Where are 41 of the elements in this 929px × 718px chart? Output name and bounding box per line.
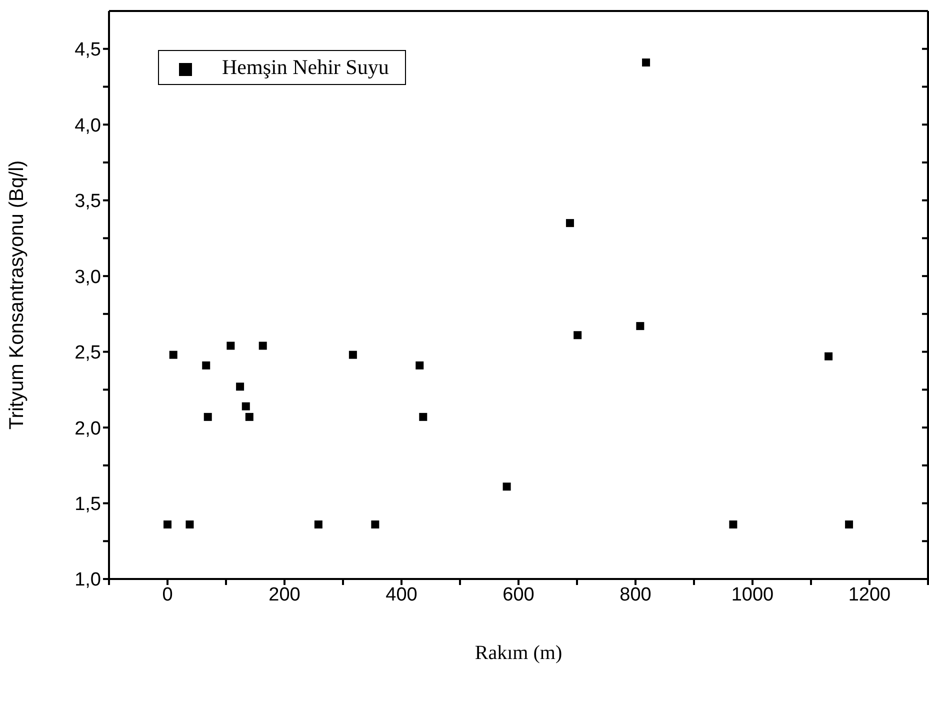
- point: [258, 342, 267, 350]
- point: [729, 520, 738, 528]
- point: [566, 219, 574, 228]
- y-tick-label: 3,5: [74, 191, 101, 212]
- point: [348, 350, 357, 359]
- point: [845, 520, 854, 528]
- point: [314, 520, 322, 528]
- x-tick-label: 600: [502, 584, 534, 606]
- point: [502, 482, 511, 491]
- x-tick-label: 1200: [848, 584, 891, 606]
- y-tick-label: 2,0: [74, 418, 101, 440]
- point: [824, 352, 833, 360]
- point: [204, 412, 212, 421]
- point: [169, 350, 178, 359]
- point: [186, 520, 194, 528]
- point: [574, 331, 582, 340]
- legend-label: Hemşin Nehir Suyu: [222, 55, 389, 79]
- x-tick-label: 200: [268, 584, 300, 606]
- point: [636, 322, 644, 330]
- point: [642, 58, 650, 66]
- point: [164, 520, 172, 528]
- x-tick-label: 1000: [731, 584, 774, 606]
- point: [245, 412, 254, 421]
- x-tick-label: 0: [162, 584, 173, 606]
- point: [242, 402, 250, 410]
- y-tick-label: 1,5: [74, 494, 101, 516]
- y-tick-label: 3,0: [74, 266, 101, 288]
- x-axis-title: Rakım (m): [474, 642, 562, 664]
- y-tick-label: 1,0: [74, 570, 101, 591]
- point: [236, 382, 244, 391]
- y-axis-title: Trityum Konsantrasyonu (Bq/l): [6, 160, 28, 430]
- y-tick-label: 4,0: [74, 115, 101, 136]
- x-tick-label: 400: [386, 584, 418, 606]
- point: [371, 520, 380, 528]
- y-tick-label: 4,5: [74, 40, 101, 61]
- point: [202, 361, 210, 370]
- point: [416, 361, 424, 370]
- point: [226, 342, 235, 350]
- x-tick-label: 800: [620, 584, 652, 606]
- y-tick-label: 2,5: [74, 342, 101, 364]
- point: [419, 412, 428, 421]
